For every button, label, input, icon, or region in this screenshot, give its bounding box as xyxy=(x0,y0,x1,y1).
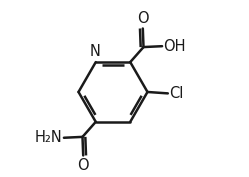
Text: O: O xyxy=(137,11,149,26)
Text: N: N xyxy=(89,44,100,59)
Text: OH: OH xyxy=(163,39,186,54)
Text: Cl: Cl xyxy=(169,86,183,101)
Text: H₂N: H₂N xyxy=(35,130,63,145)
Text: O: O xyxy=(77,158,89,173)
